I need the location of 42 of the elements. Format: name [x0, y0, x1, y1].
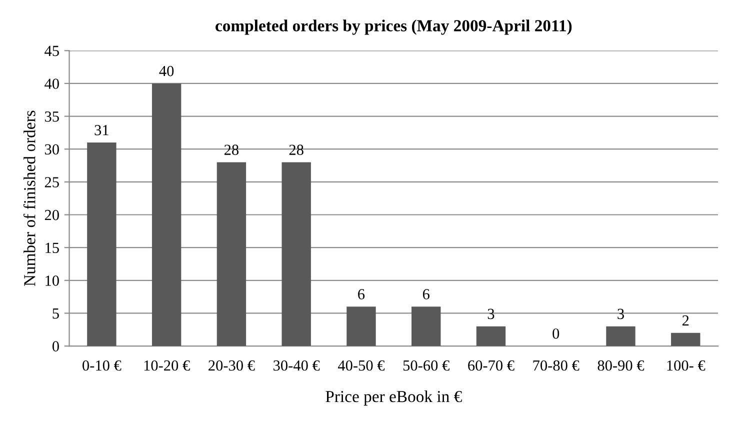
bar [346, 306, 376, 346]
y-tick-label: 40 [44, 78, 59, 89]
y-tick-label: 20 [44, 210, 59, 220]
bar [671, 332, 700, 346]
data-label: 40 [159, 66, 174, 76]
y-axis-title: Number of finished orders [23, 110, 36, 286]
data-label: 28 [224, 144, 239, 155]
y-tick-label: 25 [44, 177, 59, 188]
x-tick-label: 0-10 € [82, 360, 122, 371]
bar [476, 326, 506, 346]
y-tick-label: 5 [52, 308, 59, 319]
data-label: 0 [552, 328, 560, 339]
x-tick-label: 40-50 € [338, 360, 385, 371]
x-tick-label: 70-80 € [533, 360, 580, 371]
x-tick-label: 80-90 € [598, 360, 644, 371]
data-label: 3 [488, 308, 494, 320]
data-label: 31 [94, 125, 108, 136]
x-tick-label: 100- € [667, 360, 706, 371]
data-label: 6 [358, 289, 365, 300]
y-tick-label: 45 [44, 46, 59, 56]
x-tick-label: 30-40 € [274, 360, 320, 371]
chart-title: completed orders by prices (May 2009-April 2011) [216, 20, 572, 35]
x-axis-title: Price per eBook in € [326, 390, 462, 406]
data-label: 3 [618, 308, 624, 320]
x-tick-label: 60-70 € [468, 360, 514, 371]
y-tick-label: 30 [44, 144, 59, 155]
data-label: 28 [289, 144, 304, 155]
data-label: 2 [682, 315, 689, 326]
bar [87, 142, 116, 346]
y-tick-label: 35 [44, 111, 59, 122]
y-tick-label: 0 [52, 341, 59, 352]
x-tick-label: 50-60 € [403, 360, 450, 371]
bar [216, 162, 246, 346]
x-tick-label: 10-20 € [144, 360, 190, 371]
y-tick-label: 10 [46, 276, 59, 286]
bar [606, 326, 636, 346]
data-label: 6 [422, 289, 430, 300]
x-tick-label: 20-30 € [208, 360, 255, 371]
bar [412, 306, 441, 346]
bar [282, 162, 311, 346]
y-tick-label: 15 [46, 242, 59, 254]
bar [152, 83, 182, 346]
